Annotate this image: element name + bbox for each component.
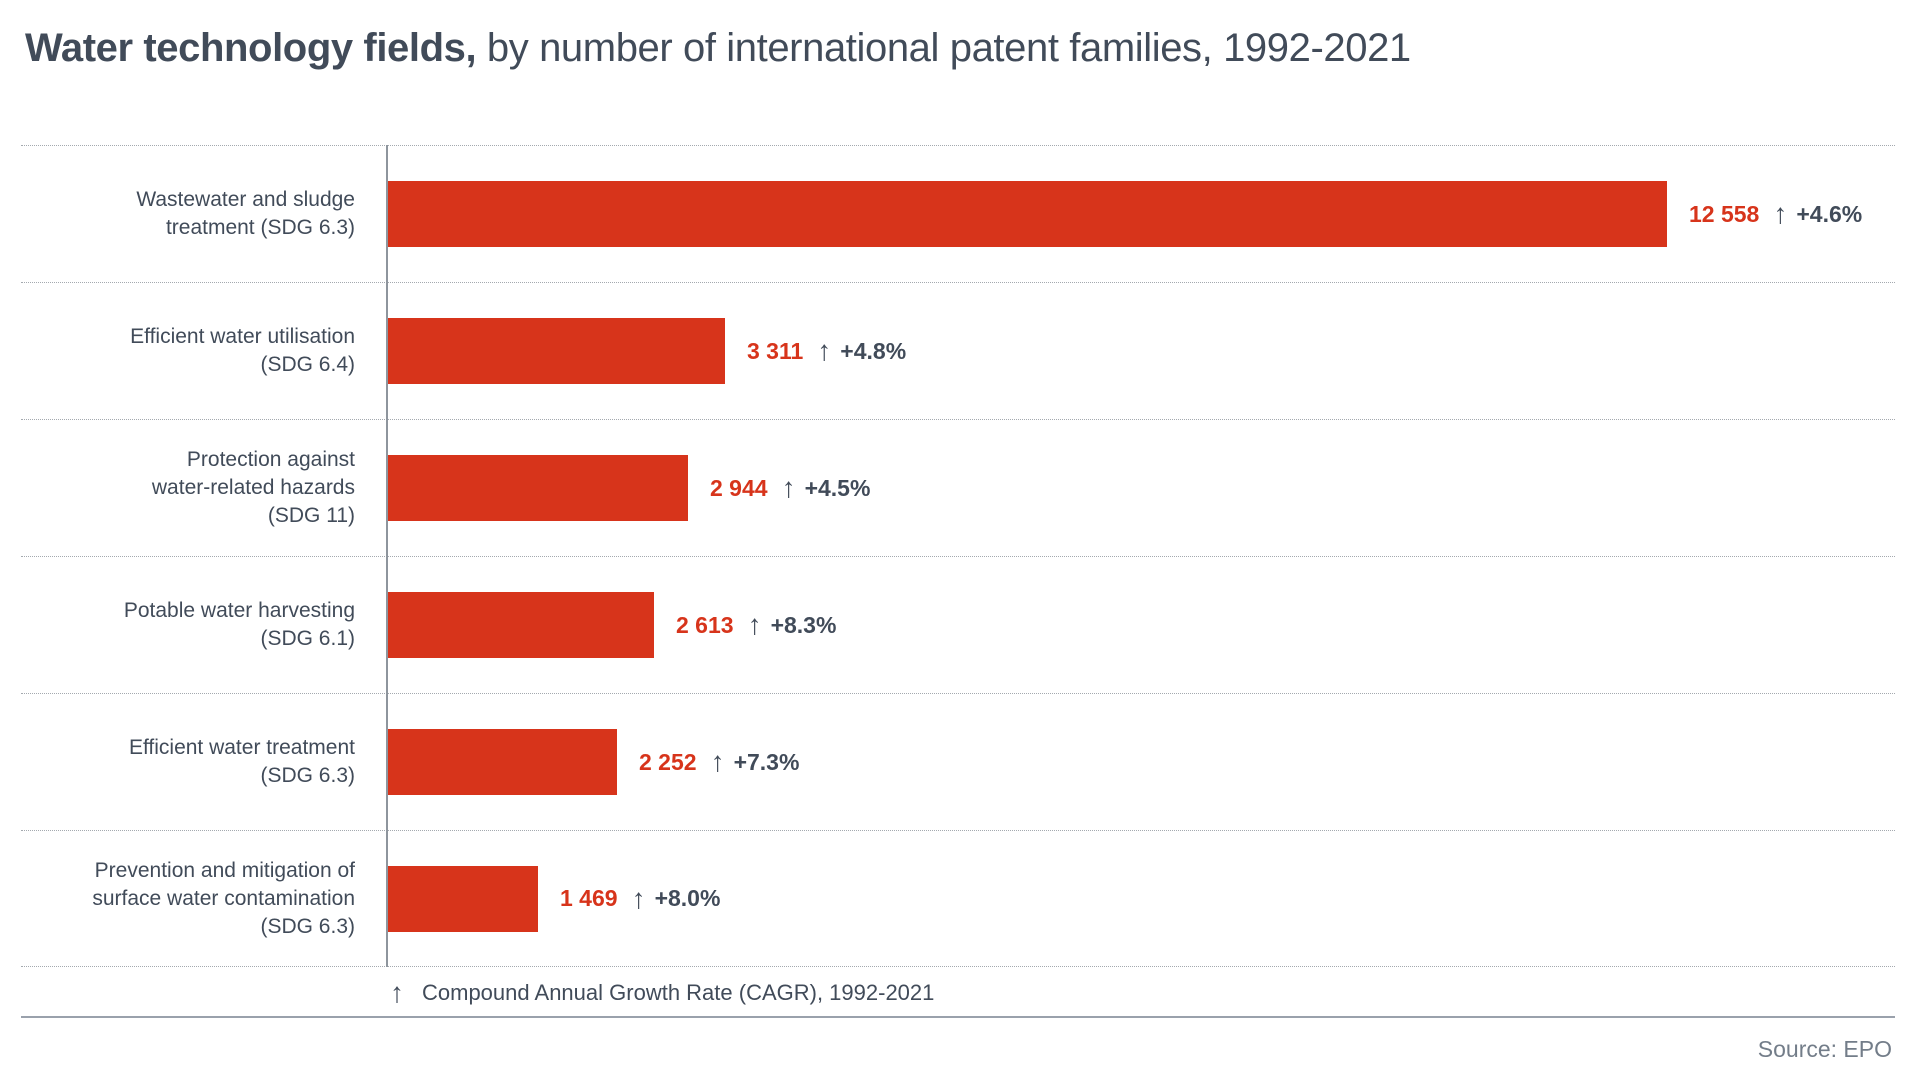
cagr-label: +8.0% [654, 885, 721, 911]
category-label: Prevention and mitigation of surface wate… [92, 858, 355, 938]
value-label: 1 469 [560, 885, 618, 911]
chart-row: Prevention and mitigation of surface wate… [21, 830, 1895, 967]
up-arrow-icon: ↑ [631, 882, 646, 914]
page-title-emphasis: Water technology fields, [25, 26, 477, 70]
up-arrow-icon: ↑ [781, 472, 796, 503]
value-label: 2 944 [710, 474, 768, 501]
cagr-legend: ↑ Compound Annual Growth Rate (CAGR), 19… [390, 979, 934, 1007]
cagr-label: +4.8% [840, 337, 907, 364]
bar-zone: 2 252 ↑ +7.3% [388, 729, 1895, 795]
bar [388, 318, 725, 384]
bar-zone: 3 311 ↑ +4.8% [388, 318, 1895, 384]
chart-rows: Wastewater and sludge treatment (SDG 6.3)… [21, 145, 1895, 967]
value-group: 12 558 ↑ +4.6% [1689, 200, 1862, 228]
cagr-legend-label: Compound Annual Growth Rate (CAGR), 1992… [422, 980, 935, 1005]
source-label: Source: EPO [1757, 1036, 1892, 1062]
bar [388, 181, 1667, 247]
value-group: 1 469 ↑ +8.0% [560, 882, 721, 914]
bar-chart: Wastewater and sludge treatment (SDG 6.3)… [21, 145, 1895, 967]
category-label: Efficient water utilisation (SDG 6.4) [130, 325, 355, 376]
cagr-label: +4.6% [1796, 200, 1863, 227]
bar-zone: 1 469 ↑ +8.0% [388, 865, 1895, 932]
up-arrow-icon: ↑ [747, 609, 762, 640]
value-label: 12 558 [1689, 200, 1760, 227]
bar-zone: 2 944 ↑ +4.5% [388, 455, 1895, 521]
bar [388, 455, 688, 521]
value-group: 2 252 ↑ +7.3% [639, 748, 799, 776]
footer-divider [21, 1016, 1895, 1018]
up-arrow-icon: ↑ [710, 746, 725, 777]
cagr-label: +8.3% [770, 611, 837, 638]
category-label: Efficient water treatment (SDG 6.3) [128, 736, 355, 787]
value-group: 2 613 ↑ +8.3% [676, 611, 836, 639]
up-arrow-icon: ↑ [817, 335, 832, 366]
cagr-label: +7.3% [733, 748, 800, 775]
chart-row: Efficient water treatment (SDG 6.3) 2 252 ↑… [21, 693, 1895, 830]
bar [388, 865, 538, 932]
bar-zone: 12 558 ↑ +4.6% [388, 181, 1895, 247]
value-group: 2 944 ↑ +4.5% [710, 474, 870, 502]
bar [388, 729, 617, 795]
page-title-subtitle: by number of international patent famili… [476, 26, 1411, 70]
value-label: 2 613 [676, 611, 734, 638]
chart-row: Efficient water utilisation (SDG 6.4) 3 31… [21, 282, 1895, 419]
up-arrow-icon: ↑ [390, 977, 404, 1008]
bar [388, 592, 654, 658]
value-label: 3 311 [747, 337, 804, 364]
bar-zone: 2 613 ↑ +8.3% [388, 592, 1895, 658]
chart-row: Wastewater and sludge treatment (SDG 6.3)… [21, 145, 1895, 282]
value-group: 3 311 ↑ +4.8% [747, 337, 906, 365]
category-label: Wastewater and sludge treatment (SDG 6.3) [136, 188, 355, 239]
category-label: Potable water harvesting (SDG 6.1) [123, 599, 355, 650]
up-arrow-icon: ↑ [1773, 198, 1788, 229]
y-axis-line [386, 145, 388, 967]
chart-row: Potable water harvesting (SDG 6.1) 2 613 ↑ +… [21, 556, 1895, 693]
value-label: 2 252 [639, 748, 697, 775]
page-title: Water technology fields, by number of in… [25, 26, 1411, 71]
chart-row: Protection against water-related hazards(… [21, 419, 1895, 556]
cagr-label: +4.5% [804, 474, 871, 501]
category-label: Protection against water-related hazards(… [151, 448, 355, 527]
